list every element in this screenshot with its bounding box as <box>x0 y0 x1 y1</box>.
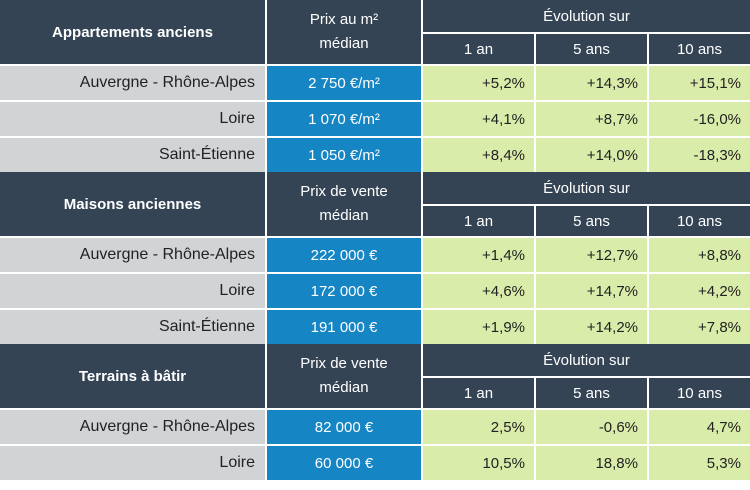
change-1-an: +1,9% <box>423 310 534 344</box>
region-name: Auvergne - Rhône-Alpes <box>0 238 265 272</box>
maisons-anciennes-price-header: Prix de vente médian <box>267 172 421 236</box>
period-header-5-ans: 5 ans <box>536 34 647 64</box>
maisons-anciennes-evolution-header: Évolution sur <box>423 172 750 204</box>
appartements-anciens-section-title: Appartements anciens <box>0 0 265 64</box>
median-price: 1 050 €/m² <box>267 138 421 172</box>
change-1-an: 2,5% <box>423 410 534 444</box>
change-1-an: +4,6% <box>423 274 534 308</box>
change-5-ans: +14,0% <box>536 138 647 172</box>
median-price: 2 750 €/m² <box>267 66 421 100</box>
median-price: 191 000 € <box>267 310 421 344</box>
appartements-anciens-evolution-header: Évolution sur <box>423 0 750 32</box>
change-10-ans: 4,7% <box>649 410 750 444</box>
region-name: Saint-Étienne <box>0 138 265 172</box>
change-5-ans: 18,8% <box>536 446 647 480</box>
change-10-ans: +4,2% <box>649 274 750 308</box>
change-5-ans: -0,6% <box>536 410 647 444</box>
change-10-ans: 5,3% <box>649 446 750 480</box>
period-header-10-ans: 10 ans <box>649 206 750 236</box>
period-header-1-an: 1 an <box>423 378 534 408</box>
region-name: Auvergne - Rhône-Alpes <box>0 66 265 100</box>
change-10-ans: +7,8% <box>649 310 750 344</box>
terrains-a-batir-section-title: Terrains à bâtir <box>0 344 265 408</box>
period-header-1-an: 1 an <box>423 206 534 236</box>
change-1-an: +1,4% <box>423 238 534 272</box>
change-5-ans: +12,7% <box>536 238 647 272</box>
period-header-10-ans: 10 ans <box>649 34 750 64</box>
change-5-ans: +14,7% <box>536 274 647 308</box>
region-name: Saint-Étienne <box>0 310 265 344</box>
period-header-10-ans: 10 ans <box>649 378 750 408</box>
period-header-5-ans: 5 ans <box>536 206 647 236</box>
change-10-ans: +8,8% <box>649 238 750 272</box>
change-1-an: +5,2% <box>423 66 534 100</box>
terrains-a-batir-price-header: Prix de vente médian <box>267 344 421 408</box>
median-price: 60 000 € <box>267 446 421 480</box>
region-name: Loire <box>0 274 265 308</box>
median-price: 172 000 € <box>267 274 421 308</box>
maisons-anciennes-section-title: Maisons anciennes <box>0 172 265 236</box>
period-header-5-ans: 5 ans <box>536 378 647 408</box>
change-1-an: +8,4% <box>423 138 534 172</box>
region-name: Loire <box>0 446 265 480</box>
terrains-a-batir-evolution-header: Évolution sur <box>423 344 750 376</box>
change-10-ans: +15,1% <box>649 66 750 100</box>
median-price: 222 000 € <box>267 238 421 272</box>
change-5-ans: +8,7% <box>536 102 647 136</box>
period-header-1-an: 1 an <box>423 34 534 64</box>
change-1-an: +4,1% <box>423 102 534 136</box>
region-name: Loire <box>0 102 265 136</box>
change-5-ans: +14,3% <box>536 66 647 100</box>
change-5-ans: +14,2% <box>536 310 647 344</box>
appartements-anciens-price-header: Prix au m² médian <box>267 0 421 64</box>
change-1-an: 10,5% <box>423 446 534 480</box>
median-price: 1 070 €/m² <box>267 102 421 136</box>
change-10-ans: -16,0% <box>649 102 750 136</box>
median-price: 82 000 € <box>267 410 421 444</box>
change-10-ans: -18,3% <box>649 138 750 172</box>
region-name: Auvergne - Rhône-Alpes <box>0 410 265 444</box>
